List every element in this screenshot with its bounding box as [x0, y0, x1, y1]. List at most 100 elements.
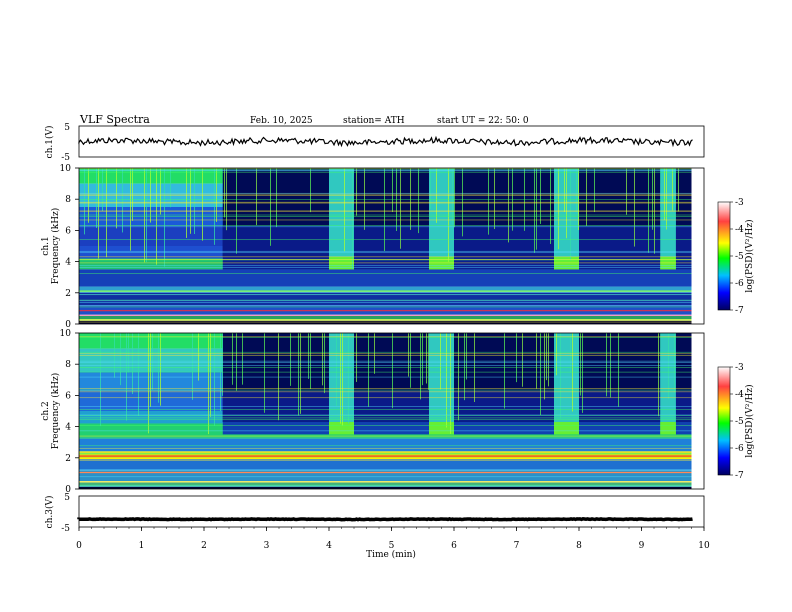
- transmitter-line: [79, 397, 692, 399]
- ytick-label: 2: [65, 289, 71, 299]
- sferic-streak: [540, 168, 541, 224]
- sferic-streak: [558, 168, 559, 250]
- quiet-interval-lower: [454, 225, 554, 257]
- colorbar-tick-label: -7: [735, 471, 744, 481]
- spectrum-band: [79, 486, 692, 489]
- spectrum-band: [79, 481, 692, 487]
- sferic-streak: [210, 333, 211, 417]
- active-interval: [429, 168, 454, 257]
- transmitter-line: [79, 445, 692, 447]
- transmitter-line: [79, 294, 692, 295]
- strong-line: [79, 290, 692, 292]
- transmitter-line: [79, 367, 692, 368]
- transmitter-line: [79, 469, 692, 470]
- transmitter-line: [79, 193, 692, 195]
- transmitter-line: [79, 447, 692, 449]
- transmitter-line: [79, 202, 692, 204]
- strong-line: [79, 455, 692, 457]
- sferic-streak: [626, 168, 627, 215]
- transmitter-line: [79, 169, 692, 171]
- sferic-streak: [148, 333, 149, 434]
- sferic-streak: [648, 168, 649, 253]
- spectrum-band: [79, 269, 692, 287]
- transmitter-line: [79, 409, 692, 410]
- sferic-streak: [364, 168, 365, 230]
- time-axis: 0 1 2 3 4 5 6 7 8 9 10: [76, 527, 710, 551]
- active-interval: [329, 168, 354, 257]
- transmitter-line: [79, 336, 692, 338]
- start-time-label: start UT = 22: 50: 0: [437, 116, 529, 126]
- sferic-streak: [336, 333, 337, 406]
- transmitter-line: [79, 351, 692, 353]
- active-interval: [429, 333, 454, 422]
- xtick-label: 10: [698, 541, 710, 551]
- sferic-streak: [150, 333, 151, 407]
- active-band: [329, 421, 354, 435]
- transmitter-line: [79, 430, 692, 432]
- active-interval: [660, 168, 676, 257]
- sferic-streak: [458, 333, 459, 421]
- sferic-streak: [310, 168, 311, 213]
- ch1-ylabel: ch.1(V): [44, 126, 55, 159]
- sferic-streak: [106, 168, 107, 258]
- transmitter-line: [79, 170, 692, 172]
- xtick-label: 4: [326, 541, 332, 551]
- sferic-streak: [634, 168, 635, 247]
- colorbar-tick-label: -3: [735, 363, 744, 373]
- transmitter-line: [79, 300, 692, 302]
- transmitter-line: [79, 305, 692, 307]
- strong-line: [79, 319, 692, 321]
- xtick-label: 7: [514, 541, 520, 551]
- colorbar-tick-label: -3: [735, 198, 744, 208]
- sferic-streak: [170, 168, 171, 208]
- ch2-spectrogram-image: [79, 333, 692, 489]
- colorbar-2: -3 -4 -5 -6 -7 log(PSD)(V²/Hz): [717, 363, 755, 481]
- sferic-streak: [198, 333, 199, 381]
- ytick-label: 4: [65, 258, 71, 268]
- transmitter-line: [79, 252, 692, 254]
- sferic-streak: [594, 168, 595, 213]
- colorbar-2-label: log(PSD)(V²/Hz): [744, 384, 755, 457]
- transmitter-line: [79, 451, 692, 453]
- xtick-label: 6: [451, 541, 457, 551]
- sferic-streak: [672, 168, 673, 211]
- strong-line: [79, 481, 692, 483]
- transmitter-line: [79, 437, 692, 439]
- sferic-streak: [236, 333, 237, 391]
- sferic-streak: [450, 333, 451, 434]
- transmitter-line: [79, 360, 692, 362]
- xtick-label: 2: [201, 541, 207, 551]
- xtick-label: 9: [639, 541, 645, 551]
- transmitter-line: [79, 171, 692, 173]
- transmitter-line: [79, 259, 692, 261]
- sferic-streak: [494, 168, 495, 230]
- sferic-streak: [290, 333, 291, 386]
- quiet-interval-lower: [579, 225, 661, 257]
- sferic-streak: [324, 333, 325, 394]
- ch1-channel-label: ch.1: [41, 236, 51, 255]
- sferic-streak: [276, 168, 277, 228]
- ch3-waveform-trace: [77, 517, 693, 522]
- sferic-streak: [216, 168, 217, 222]
- sferic-streak: [508, 168, 509, 243]
- sferic-streak: [384, 168, 385, 252]
- transmitter-line: [79, 451, 692, 452]
- sferic-streak: [84, 168, 85, 235]
- transmitter-line: [79, 306, 692, 308]
- transmitter-line: [79, 371, 692, 373]
- ytick-label: 10: [60, 164, 72, 174]
- ytick-label: 6: [65, 226, 71, 236]
- ch1-yticks: 10 8 6 4 2 0: [60, 164, 79, 330]
- sferic-streak: [392, 168, 393, 213]
- sferic-streak: [214, 168, 215, 245]
- active-interval: [554, 333, 579, 422]
- sferic-streak: [322, 333, 323, 386]
- sferic-streak: [410, 333, 411, 388]
- ch2-spectrogram-panel: 10 8 6 4 2 0 ch.2 Frequency (kHz): [41, 329, 705, 495]
- sferic-streak: [560, 333, 561, 419]
- sferic-streak: [488, 168, 489, 235]
- ch3-ylabel: ch.3(V): [44, 496, 55, 529]
- date-label: Feb. 10, 2025: [250, 116, 313, 126]
- sferic-streak: [618, 333, 619, 407]
- figure-title: VLF Spectra: [79, 113, 150, 126]
